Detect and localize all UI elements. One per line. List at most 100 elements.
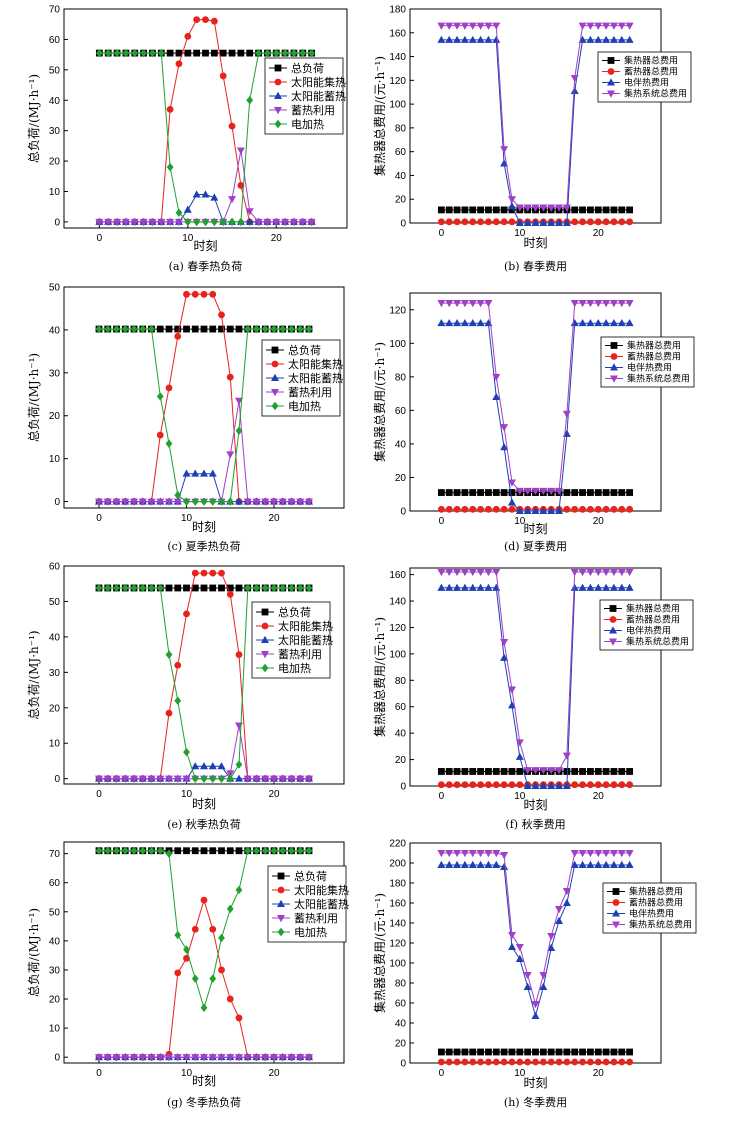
data-point <box>209 974 217 983</box>
legend-label: 电加热 <box>294 926 327 939</box>
data-point <box>437 489 445 496</box>
data-point <box>547 506 556 514</box>
data-point <box>296 324 304 334</box>
data-point <box>492 583 501 591</box>
data-point <box>175 208 183 217</box>
data-point <box>602 583 611 591</box>
data-point <box>626 489 634 496</box>
data-point <box>578 850 587 858</box>
data-point <box>453 218 461 226</box>
data-point <box>508 768 516 775</box>
data-point <box>453 1058 461 1066</box>
data-point <box>437 568 446 577</box>
data-point <box>492 850 501 858</box>
data-point <box>602 781 610 789</box>
series-2 <box>437 860 634 1019</box>
data-point <box>191 774 199 783</box>
data-point <box>609 860 618 868</box>
data-point <box>175 49 183 57</box>
data-point <box>200 569 208 577</box>
data-point <box>157 218 166 227</box>
data-point <box>184 217 192 227</box>
data-point <box>563 1058 571 1066</box>
data-point <box>523 982 532 990</box>
legend-swatch-marker <box>277 872 285 880</box>
data-point <box>235 397 243 405</box>
data-point <box>460 860 469 868</box>
data-point <box>104 48 112 58</box>
data-point <box>468 35 477 43</box>
y-tick-label: 10 <box>49 187 61 198</box>
data-point <box>587 489 594 496</box>
data-point <box>193 49 201 57</box>
data-point <box>587 768 594 775</box>
data-point <box>508 505 516 513</box>
legend-label: 电加热 <box>278 662 311 675</box>
data-point <box>296 846 304 855</box>
data-point <box>618 1058 626 1066</box>
data-point <box>210 217 218 227</box>
data-point <box>516 781 524 789</box>
data-point <box>183 290 190 298</box>
data-point <box>602 35 611 43</box>
data-point <box>209 925 217 933</box>
data-point <box>453 768 461 775</box>
data-point <box>555 218 564 226</box>
data-point <box>570 300 579 308</box>
data-point <box>484 300 493 308</box>
data-point <box>209 325 217 333</box>
data-point <box>279 846 287 855</box>
y-tick-label: 80 <box>395 123 407 134</box>
y-axis-label: 集热器总费用/(元·h⁻¹) <box>372 342 387 462</box>
series-1 <box>437 505 634 513</box>
panel-caption: (a) 春季热负荷 <box>169 259 243 273</box>
data-point <box>524 1058 532 1066</box>
data-point <box>147 775 156 783</box>
data-point <box>287 775 296 783</box>
data-point <box>218 584 225 592</box>
y-axis-label: 集热器总费用/(元·h⁻¹) <box>372 56 387 176</box>
legend-label: 蓄热器总费用 <box>624 66 678 78</box>
data-point <box>174 696 182 705</box>
data-point <box>523 972 532 980</box>
x-tick-label: 10 <box>514 228 526 239</box>
legend-label: 电加热 <box>288 400 321 413</box>
data-point <box>594 505 602 513</box>
data-point <box>174 847 182 855</box>
data-point <box>485 206 492 214</box>
data-point <box>148 324 155 334</box>
data-point <box>625 318 634 327</box>
data-point <box>121 846 129 855</box>
y-tick-label: 80 <box>395 979 407 990</box>
y-tick-label: 40 <box>49 632 61 643</box>
data-point <box>191 1054 200 1062</box>
y-tick-label: 20 <box>395 755 407 766</box>
data-point <box>468 860 477 868</box>
data-point <box>555 916 564 924</box>
y-axis-label: 总负荷/(MJ·h⁻¹) <box>27 630 41 719</box>
data-point <box>218 497 225 506</box>
legend-label: 集热器总费用 <box>624 55 678 67</box>
data-point <box>468 850 477 858</box>
data-point <box>602 1058 610 1066</box>
data-point <box>235 1014 243 1022</box>
data-point <box>226 325 234 333</box>
data-point <box>523 506 532 514</box>
data-point <box>166 49 174 57</box>
y-tick-label: 60 <box>49 878 61 889</box>
data-point <box>570 86 579 95</box>
x-tick-label: 0 <box>439 516 445 527</box>
data-point <box>610 781 618 789</box>
x-axis-label: 时刻 <box>523 798 547 812</box>
data-point <box>296 775 305 783</box>
data-point <box>594 781 602 789</box>
data-point <box>484 22 493 30</box>
series-3 <box>437 568 634 775</box>
legend-label: 总负荷 <box>291 61 324 75</box>
data-point <box>246 49 254 57</box>
data-point <box>191 569 199 577</box>
data-point <box>626 768 634 775</box>
data-point <box>602 850 611 858</box>
data-point <box>531 781 540 789</box>
